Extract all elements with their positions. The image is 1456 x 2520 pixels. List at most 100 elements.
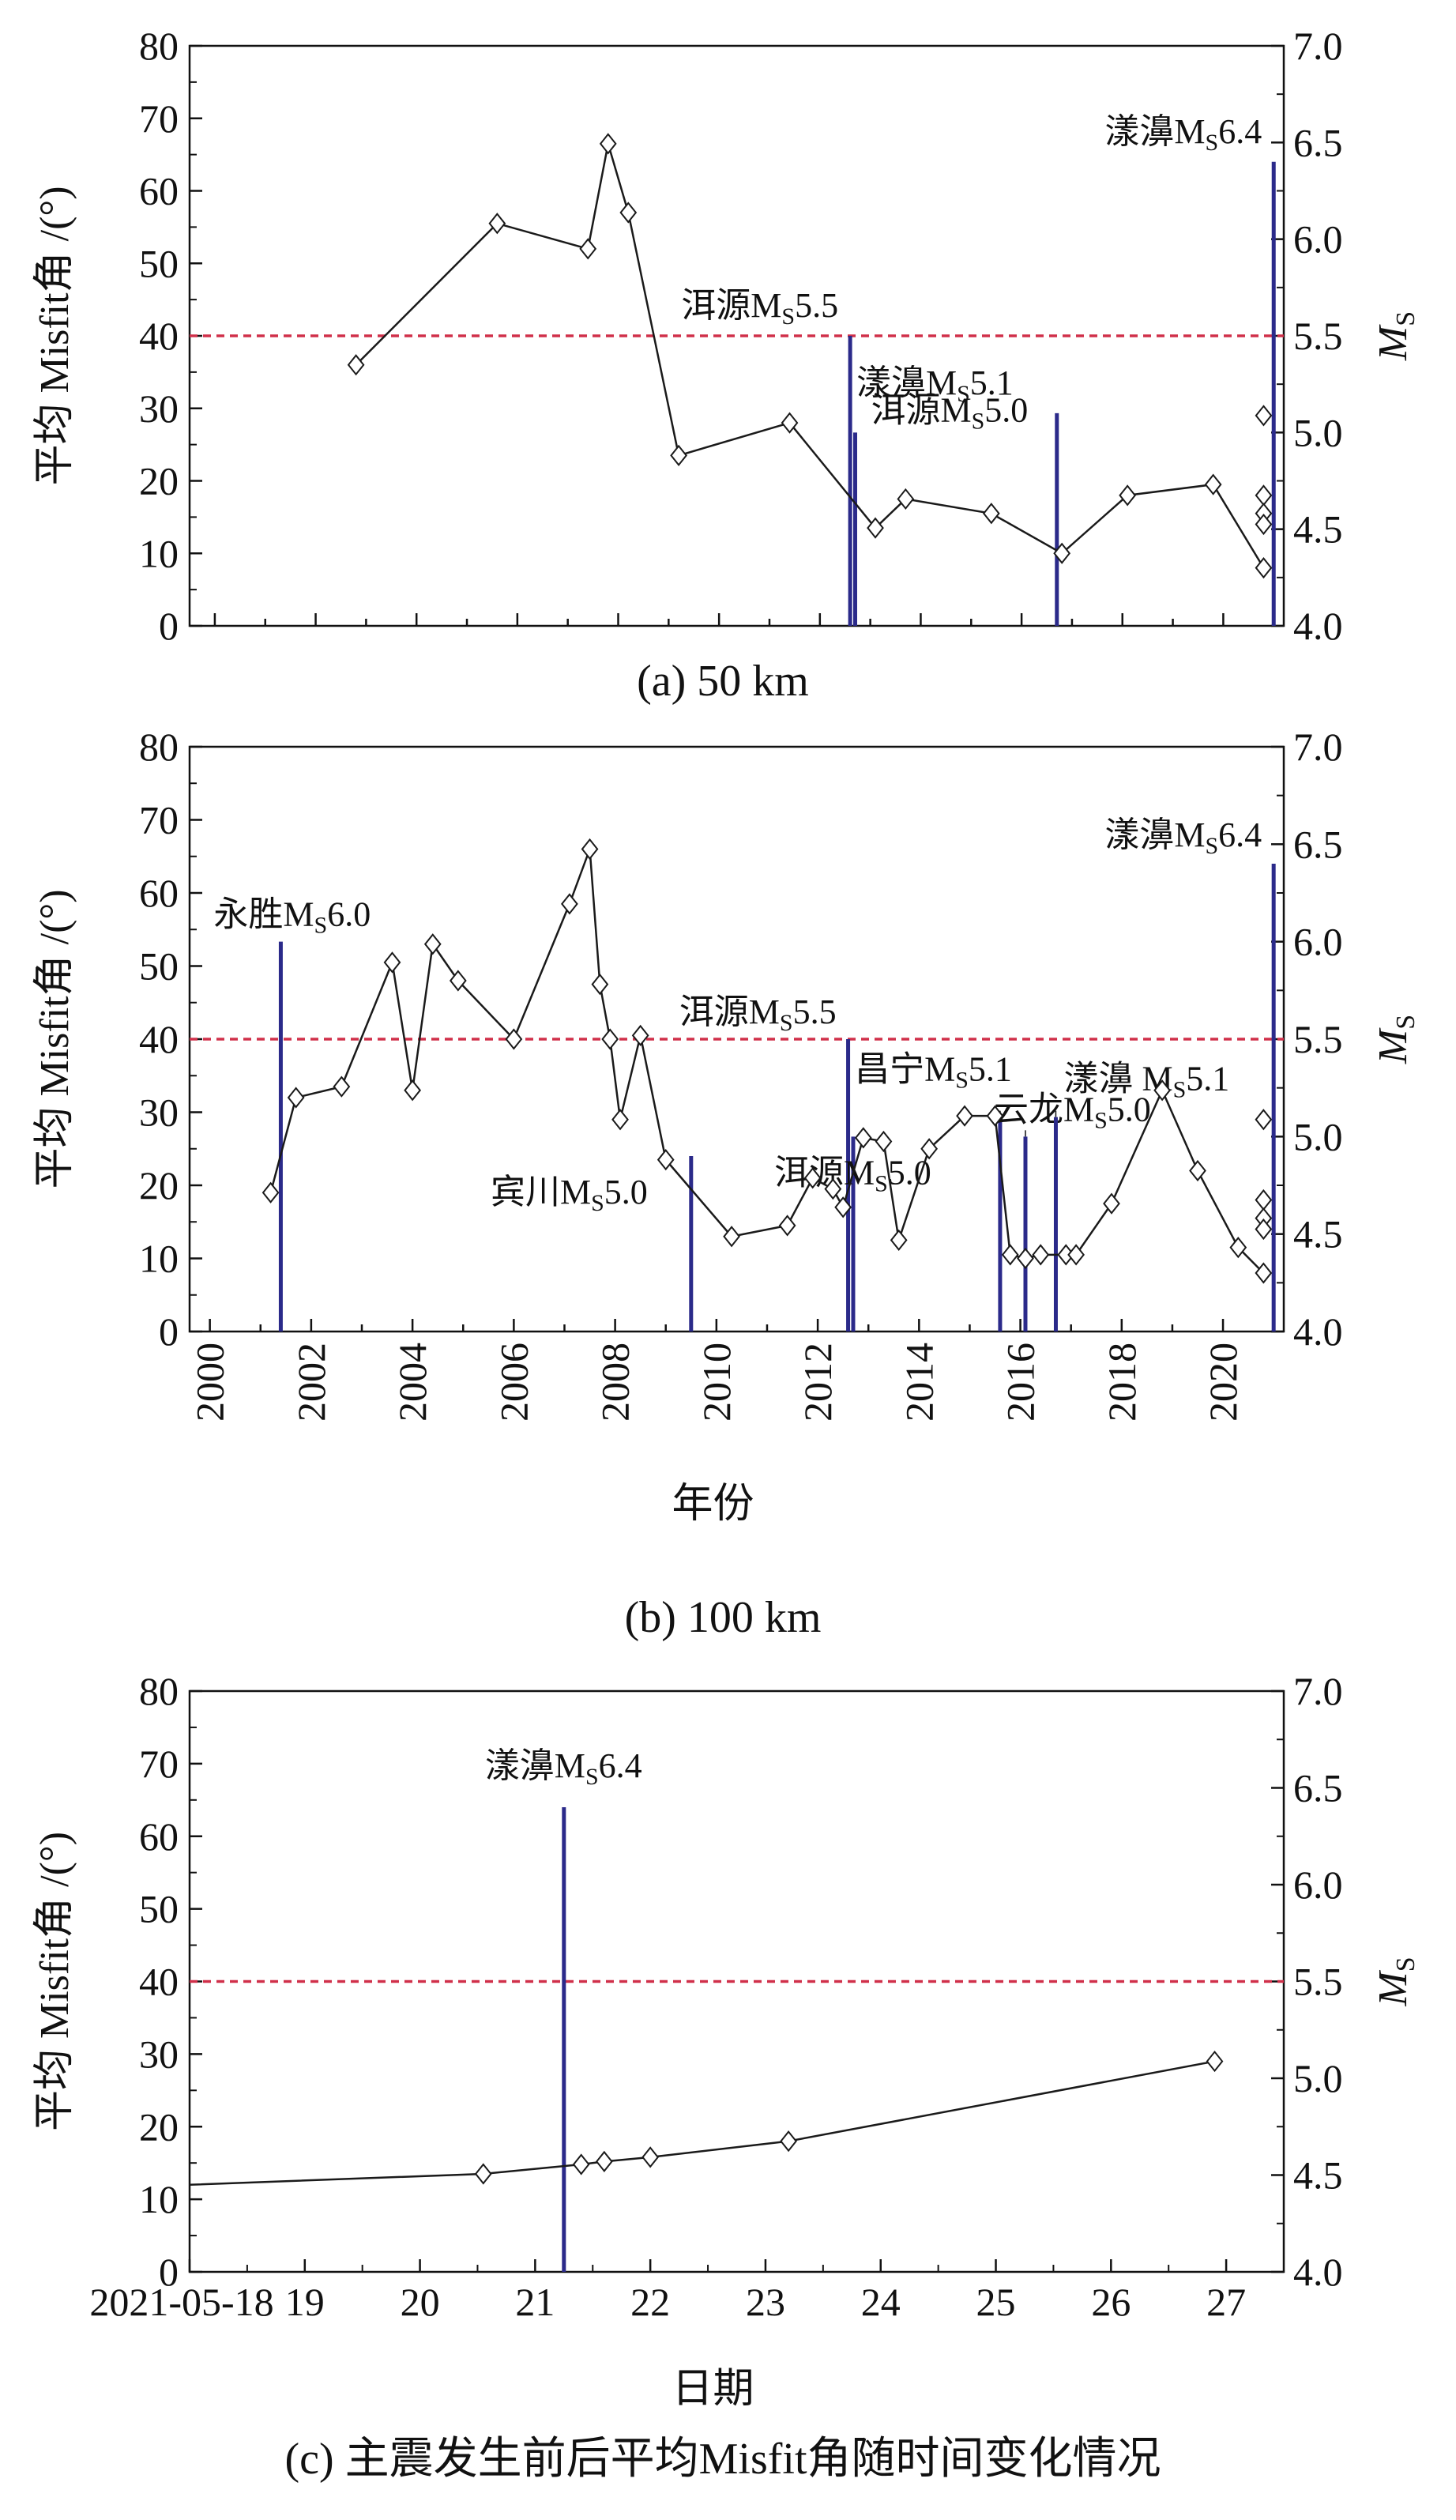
x-axis-label: 年份 bbox=[672, 1482, 754, 1527]
data-point bbox=[1255, 1262, 1273, 1284]
y-tick-label: 50 bbox=[139, 241, 179, 285]
data-point bbox=[333, 1075, 351, 1098]
data-point bbox=[404, 1079, 422, 1102]
y-tick-label: 30 bbox=[139, 1090, 179, 1135]
data-point bbox=[723, 1226, 740, 1248]
data-point bbox=[920, 1138, 939, 1160]
y-tick-label: 40 bbox=[139, 1017, 179, 1061]
event-label: 云龙MS5.0 bbox=[994, 1090, 1151, 1133]
y2-tick-label: 5.0 bbox=[1293, 2056, 1343, 2100]
data-point bbox=[986, 1105, 1004, 1127]
event-label: 宾川MS5.0 bbox=[491, 1173, 648, 1216]
x-tick-label: 2012 bbox=[796, 1343, 840, 1422]
x-tick-label: 22 bbox=[630, 2280, 670, 2324]
y-axis-label: 平均 Misfit角 /(°) bbox=[32, 1832, 77, 2131]
data-point bbox=[383, 951, 401, 974]
data-point bbox=[1255, 1188, 1273, 1211]
x-tick-label: 21 bbox=[515, 2280, 555, 2324]
x-tick-label: 2000 bbox=[188, 1343, 232, 1422]
y2-tick-label: 6.5 bbox=[1293, 1766, 1343, 1810]
y-tick-label: 10 bbox=[139, 531, 179, 575]
y2-tick-label: 5.0 bbox=[1293, 410, 1343, 454]
panel-a-chart: (a) 50 km 0 10 20 30 40 50 60 70 80 4.0 4.5 5.0 5.5 6… bbox=[32, 24, 1420, 706]
data-point bbox=[1255, 556, 1273, 579]
y-tick-label: 20 bbox=[139, 1163, 179, 1207]
data-point bbox=[890, 1229, 908, 1251]
y2-tick-label: 6.5 bbox=[1293, 120, 1343, 164]
x-tick-label: 2020 bbox=[1201, 1343, 1245, 1422]
y-tick-label: 60 bbox=[139, 1814, 179, 1859]
x-tick-label: 20 bbox=[401, 2280, 440, 2324]
x-tick-label: 2006 bbox=[491, 1343, 536, 1422]
data-point bbox=[1067, 1244, 1085, 1266]
data-point bbox=[803, 1167, 822, 1189]
x-tick-label: 25 bbox=[976, 2280, 1016, 2324]
data-line bbox=[189, 2060, 1215, 2186]
data-point bbox=[1001, 1244, 1019, 1266]
y-tick-label: 40 bbox=[139, 314, 179, 358]
panel-c-caption: (c) 主震发生前后平均Misfit角随时间变化情况 bbox=[284, 2435, 1161, 2484]
data-point bbox=[982, 503, 1000, 525]
data-point bbox=[601, 1028, 619, 1050]
y-tick-label: 10 bbox=[139, 1237, 179, 1281]
data-point bbox=[1032, 1244, 1050, 1266]
event-label: 漾濞 MS5.1 bbox=[1063, 1060, 1229, 1103]
data-point bbox=[854, 1127, 872, 1149]
x-tick-label: 2002 bbox=[289, 1343, 333, 1422]
y2-tick-label: 7.0 bbox=[1293, 725, 1343, 769]
x-axis-label: 日期 bbox=[672, 2367, 754, 2412]
event-label: 洱源MS5.0 bbox=[871, 390, 1028, 434]
y2-tick-label: 7.0 bbox=[1293, 24, 1343, 68]
y2-tick-label: 4.5 bbox=[1293, 1212, 1343, 1256]
data-point bbox=[1255, 513, 1273, 536]
event-label: 昌宁MS5.1 bbox=[855, 1050, 1012, 1094]
y2-axis-label: MS bbox=[1371, 1957, 1420, 2006]
event-label: 洱源MS5.5 bbox=[679, 993, 837, 1036]
x-tick-label: 2021-05-18 bbox=[89, 2280, 273, 2324]
panel-c-chart: (c) 主震发生前后平均Misfit角随时间变化情况 0 10 20 30 40 50 60… bbox=[32, 1669, 1420, 2484]
y-tick-label: 0 bbox=[159, 2250, 179, 2294]
y-tick-label: 40 bbox=[139, 1960, 179, 2004]
y2-tick-label: 4.5 bbox=[1293, 2153, 1343, 2198]
y2-tick-label: 4.0 bbox=[1293, 1309, 1343, 1354]
data-point bbox=[287, 1087, 305, 1109]
y2-tick-label: 6.0 bbox=[1293, 920, 1343, 964]
data-point bbox=[611, 1109, 629, 1131]
data-point bbox=[875, 1130, 893, 1153]
data-point bbox=[619, 202, 638, 224]
data-point bbox=[867, 517, 884, 539]
y-tick-label: 20 bbox=[139, 459, 179, 503]
panel-b-caption: (b) 100 km bbox=[625, 1593, 822, 1642]
y2-tick-label: 7.0 bbox=[1293, 1669, 1343, 1713]
x-tick-label: 19 bbox=[285, 2280, 325, 2324]
data-point bbox=[781, 412, 799, 434]
data-point bbox=[347, 354, 365, 376]
x-tick-label: 26 bbox=[1091, 2280, 1131, 2324]
data-point bbox=[591, 974, 609, 996]
data-point bbox=[561, 893, 578, 915]
data-point bbox=[488, 213, 506, 235]
panel-a-caption: (a) 50 km bbox=[637, 657, 809, 706]
y-tick-label: 70 bbox=[139, 96, 179, 141]
y-axis-label: 平均 Misfit角 /(°) bbox=[32, 186, 77, 485]
y-tick-label: 80 bbox=[139, 24, 179, 68]
data-point bbox=[641, 2146, 660, 2168]
data-point bbox=[1206, 2050, 1224, 2073]
data-point bbox=[579, 238, 597, 260]
data-point bbox=[657, 1149, 675, 1171]
y2-tick-label: 5.5 bbox=[1293, 1017, 1343, 1061]
x-tick-label: 2016 bbox=[999, 1343, 1043, 1422]
data-point bbox=[474, 2163, 492, 2185]
event-label: 永胜MS6.0 bbox=[213, 895, 371, 939]
y2-axis-label: MS bbox=[1371, 1015, 1420, 1064]
data-point bbox=[1255, 405, 1273, 427]
x-tick-label: 2014 bbox=[897, 1343, 941, 1422]
y2-tick-label: 5.5 bbox=[1293, 314, 1343, 358]
data-point bbox=[261, 1181, 280, 1203]
data-point bbox=[1119, 484, 1137, 507]
x-tick-label: 2008 bbox=[593, 1343, 638, 1422]
event-label: 漾濞MS6.4 bbox=[485, 1746, 642, 1790]
data-point bbox=[1153, 1079, 1171, 1102]
data-point bbox=[956, 1105, 973, 1127]
y-tick-label: 0 bbox=[159, 1309, 179, 1354]
